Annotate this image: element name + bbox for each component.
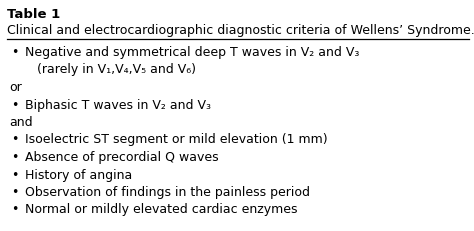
Text: Table 1: Table 1 xyxy=(7,8,60,21)
Text: and: and xyxy=(9,116,33,129)
Text: •: • xyxy=(11,186,18,199)
Text: Absence of precordial Q waves: Absence of precordial Q waves xyxy=(25,151,219,164)
Text: or: or xyxy=(9,81,22,94)
Text: Clinical and electrocardiographic diagnostic criteria of Wellens’ Syndrome.: Clinical and electrocardiographic diagno… xyxy=(7,24,474,37)
Text: •: • xyxy=(11,46,18,59)
Text: Observation of findings in the painless period: Observation of findings in the painless … xyxy=(25,186,310,199)
Text: •: • xyxy=(11,168,18,182)
Text: (rarely in V₁,V₄,V₅ and V₆): (rarely in V₁,V₄,V₅ and V₆) xyxy=(37,64,196,76)
Text: •: • xyxy=(11,98,18,112)
Text: History of angina: History of angina xyxy=(25,168,132,182)
Text: Negative and symmetrical deep T waves in V₂ and V₃: Negative and symmetrical deep T waves in… xyxy=(25,46,359,59)
Text: •: • xyxy=(11,151,18,164)
Text: Biphasic T waves in V₂ and V₃: Biphasic T waves in V₂ and V₃ xyxy=(25,98,211,112)
Text: •: • xyxy=(11,204,18,216)
Text: Isoelectric ST segment or mild elevation (1 mm): Isoelectric ST segment or mild elevation… xyxy=(25,134,328,146)
Text: •: • xyxy=(11,134,18,146)
Text: Normal or mildly elevated cardiac enzymes: Normal or mildly elevated cardiac enzyme… xyxy=(25,204,298,216)
